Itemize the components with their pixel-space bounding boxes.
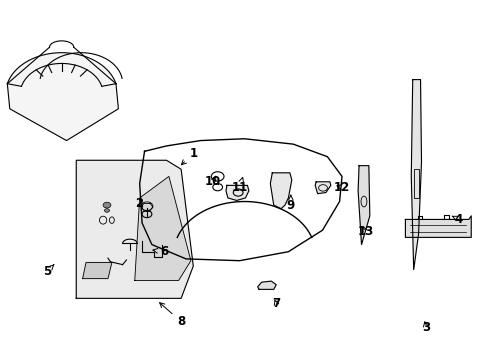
Text: 5: 5 [43,265,54,278]
Circle shape [104,209,109,212]
Polygon shape [315,182,330,194]
Text: 10: 10 [204,175,221,188]
Bar [413,169,418,198]
Bar [139,239,160,248]
Text: 8: 8 [159,303,185,328]
Text: 6: 6 [153,245,168,258]
Text: 9: 9 [286,195,294,212]
Polygon shape [82,262,112,279]
Text: 3: 3 [421,320,429,333]
Text: 1: 1 [181,147,197,165]
Polygon shape [76,160,193,298]
Text: 12: 12 [333,181,349,194]
Text: 13: 13 [357,225,373,238]
Text: 11: 11 [231,177,247,194]
Circle shape [103,202,111,208]
Text: 7: 7 [272,297,280,310]
Text: 2: 2 [135,197,143,210]
Polygon shape [357,166,369,244]
Polygon shape [225,185,248,201]
Polygon shape [7,53,118,140]
Polygon shape [257,281,276,289]
Polygon shape [135,176,190,280]
Text: 4: 4 [451,213,462,226]
Polygon shape [410,80,421,270]
Polygon shape [270,173,291,209]
Polygon shape [405,216,470,237]
